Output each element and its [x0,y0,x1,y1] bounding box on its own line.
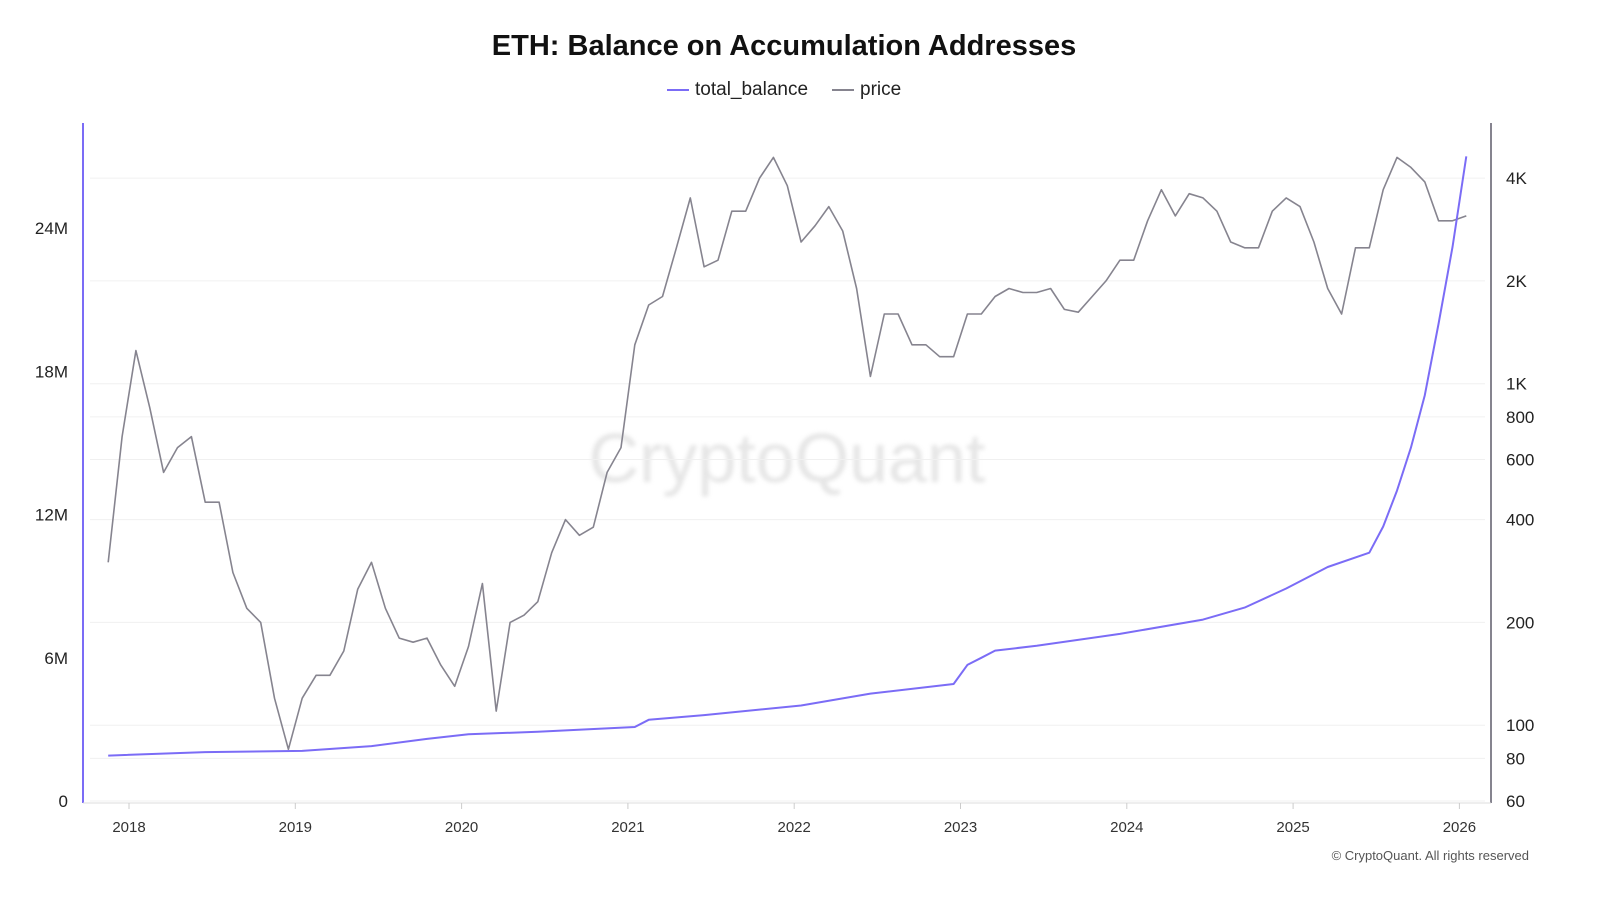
legend-label-price: price [860,79,901,100]
right-tick-label: 100 [1506,716,1534,735]
right-tick-label: 400 [1506,511,1534,530]
right-tick-label: 80 [1506,749,1525,768]
right-tick-label: 200 [1506,613,1534,632]
x-tick-label: 2026 [1443,819,1476,836]
legend-item-price[interactable]: price [832,79,901,100]
right-tick-label: 1K [1506,375,1527,394]
watermark: CryptoQuant [589,419,986,497]
right-tick-label: 2K [1506,272,1527,291]
x-tick-label: 2019 [279,819,312,836]
x-tick-label: 2022 [778,819,811,836]
copyright-footer: © CryptoQuant. All rights reserved [1332,848,1529,863]
right-tick-label: 4K [1506,169,1527,188]
right-tick-label: 800 [1506,408,1534,427]
legend: total_balance price [667,79,901,100]
legend-label-total-balance: total_balance [695,79,808,100]
left-tick-label: 18M [35,362,68,381]
x-tick-label: 2021 [611,819,644,836]
x-tick-label: 2023 [944,819,977,836]
chart-title: ETH: Balance on Accumulation Addresses [492,30,1076,62]
x-tick-label: 2024 [1110,819,1143,836]
x-axis-ticks: 2018 2019 2020 2021 2022 2023 2024 2025 2026 [112,803,1476,836]
left-tick-label: 12M [35,506,68,525]
left-tick-label: 24M [35,219,68,238]
right-tick-label: 600 [1506,450,1534,469]
legend-item-total-balance[interactable]: total_balance [667,79,808,100]
x-tick-label: 2025 [1276,819,1309,836]
left-axis-ticks: 0 6M 12M 18M 24M [35,219,68,811]
right-tick-label: 60 [1506,792,1525,811]
left-tick-label: 0 [59,792,68,811]
left-tick-label: 6M [44,649,68,668]
right-axis-ticks: 60 80 100 200 400 600 800 1K 2K 4K [1506,169,1534,811]
x-tick-label: 2020 [445,819,478,836]
x-tick-label: 2018 [112,819,145,836]
